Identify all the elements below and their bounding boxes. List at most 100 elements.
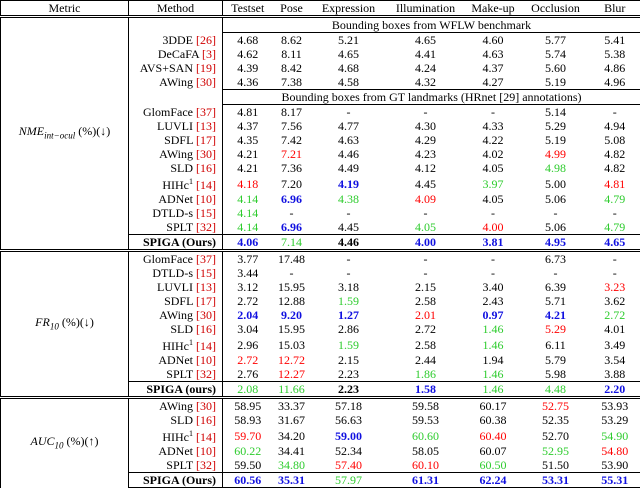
value-cell: -: [423, 206, 428, 220]
value-cell: 2.58: [415, 337, 436, 352]
method-row: HIHc1 [14] 2.96 15.03 1.59 2.58 1.46 6.11 3.49: [1, 336, 640, 353]
value-cell: 4.33: [482, 119, 504, 133]
value-cell: -: [589, 266, 640, 280]
value-cell: 3.12: [237, 280, 259, 294]
method-row: SPLT [32] 59.50 34.80 57.40 60.10 60.50 51.50 5…: [1, 458, 640, 473]
value-cell: -: [491, 266, 495, 280]
value-cell: 7.38: [281, 75, 302, 89]
value-cell: 1.94: [482, 353, 504, 367]
citation: [32]: [196, 220, 216, 234]
value-cell: 4.77: [338, 119, 359, 133]
citation: [10]: [196, 192, 216, 206]
citation: [16]: [196, 322, 216, 336]
column-header: Testset: [222, 0, 273, 18]
value-cell: -: [589, 249, 640, 266]
method-name: DeCaFA: [157, 47, 199, 61]
method-row: LUVLI [13] 4.37 7.56 4.77 4.30 4.33 5.29 4.94: [1, 119, 640, 133]
value-cell: 2.01: [415, 308, 436, 322]
method-cell: SLD [16]: [128, 413, 223, 427]
value-cell: -: [423, 266, 428, 280]
value-cell: 4.21: [237, 147, 259, 161]
value-cell: 4.39: [237, 61, 259, 75]
citation: [37]: [196, 252, 216, 266]
method-name: SPLT: [166, 220, 193, 234]
citation: [32]: [196, 367, 216, 381]
value-cell: 58.93: [234, 413, 262, 427]
footnote-mark: 1: [189, 429, 193, 438]
method-name: SDFL: [164, 294, 193, 308]
value-cell: 60.07: [479, 444, 507, 458]
value-cell: 4.37: [482, 61, 504, 75]
value-cell: 7.14: [272, 234, 311, 251]
method-row: SLD [16] 58.93 31.67 56.63 59.53 60.38 52.35 53…: [1, 413, 640, 427]
value-cell: 2.23: [338, 367, 359, 381]
value-cell: 3.62: [589, 294, 640, 308]
value-cell: 54.80: [589, 444, 640, 458]
value-cell: 59.00: [335, 428, 362, 443]
method-row: SPLT [32] 4.14 6.96 4.45 4.05 4.00 5.06 4.79: [1, 220, 640, 235]
method-row: HIHc1 [14] 4.18 7.20 4.19 4.45 3.97 5.00 4.81: [1, 175, 640, 192]
method-cell: SPLT [32]: [128, 458, 223, 473]
method-name: ADNet: [158, 444, 193, 458]
metric-unit: (%)(↑): [66, 434, 99, 449]
citation: [10]: [196, 353, 216, 367]
method-cell: DTLD-s [15]: [128, 266, 223, 280]
method-row: SDFL [17] 4.35 7.42 4.63 4.29 4.22 5.19 5.08: [1, 133, 640, 147]
citation: [17]: [196, 294, 216, 308]
column-header: Metric: [0, 0, 129, 18]
value-cell: 4.02: [482, 147, 504, 161]
value-cell: 15.95: [278, 322, 305, 336]
value-cell: 53.90: [589, 458, 640, 473]
method-cell: HIHc1 [14]: [128, 175, 223, 192]
value-cell: 5.19: [545, 75, 566, 89]
value-cell: 2.72: [415, 322, 436, 336]
value-cell: 3.54: [589, 353, 640, 367]
value-cell: 3.97: [482, 176, 504, 191]
value-cell: 1.59: [338, 337, 359, 352]
citation: [10]: [196, 444, 216, 458]
method-row: SLD [16] 4.21 7.36 4.49 4.12 4.05 4.98 4.82: [1, 161, 640, 175]
citation: [17]: [196, 133, 216, 147]
subheader: Bounding boxes from GT landmarks (HRnet …: [222, 89, 640, 105]
method-cell: ADNet [10]: [128, 444, 223, 458]
value-cell: 4.62: [237, 47, 259, 61]
value-cell: -: [553, 266, 558, 280]
value-cell: 3.40: [482, 280, 504, 294]
value-cell: 58.95: [222, 396, 273, 413]
value-cell: 12.27: [278, 367, 305, 381]
value-cell: 51.50: [542, 458, 569, 472]
value-cell: 4.65: [415, 33, 436, 47]
value-cell: 6.96: [281, 192, 302, 206]
citation: [30]: [196, 75, 216, 90]
value-cell: 2.58: [415, 294, 436, 308]
value-cell: 61.31: [386, 472, 465, 488]
value-cell: 60.17: [464, 396, 522, 413]
citation: [19]: [196, 61, 216, 75]
value-cell: 5.21: [338, 33, 359, 47]
method-row: AVS+SAN [19] 4.39 8.42 4.68 4.24 4.37 5.60 4.86: [1, 61, 640, 75]
value-cell: -: [346, 266, 351, 280]
value-cell: 56.63: [335, 413, 362, 427]
method-row: AWing [30] 4.36 7.38 4.58 4.32 4.27 5.19 4.96: [1, 75, 640, 90]
value-cell: 53.31: [521, 472, 590, 488]
value-cell: 35.31: [272, 472, 311, 488]
value-cell: 4.29: [415, 133, 436, 147]
column-header: Make-up: [464, 0, 522, 18]
method-cell: SPIGA (Ours): [128, 234, 223, 251]
method-name: SLD: [170, 322, 193, 336]
method-cell: SDFL [17]: [128, 294, 223, 308]
value-cell: 1.58: [386, 381, 465, 398]
method-row: AWing [30] 4.21 7.21 4.46 4.23 4.02 4.99 4.82: [1, 147, 640, 161]
value-cell: 4.37: [237, 119, 259, 133]
method-cell: AWing [30]: [128, 308, 223, 322]
value-cell: 7.20: [281, 176, 302, 191]
method-name: DTLD-s: [152, 266, 193, 280]
method-name: ADNet: [158, 192, 193, 206]
value-cell: 60.60: [412, 428, 439, 443]
citation: [14]: [196, 178, 216, 192]
value-cell: 5.29: [545, 119, 566, 133]
method-cell: SLD [16]: [128, 161, 223, 175]
metric-subscript: 10: [49, 321, 59, 332]
value-cell: 5.98: [545, 367, 566, 381]
value-cell: -: [423, 105, 428, 119]
